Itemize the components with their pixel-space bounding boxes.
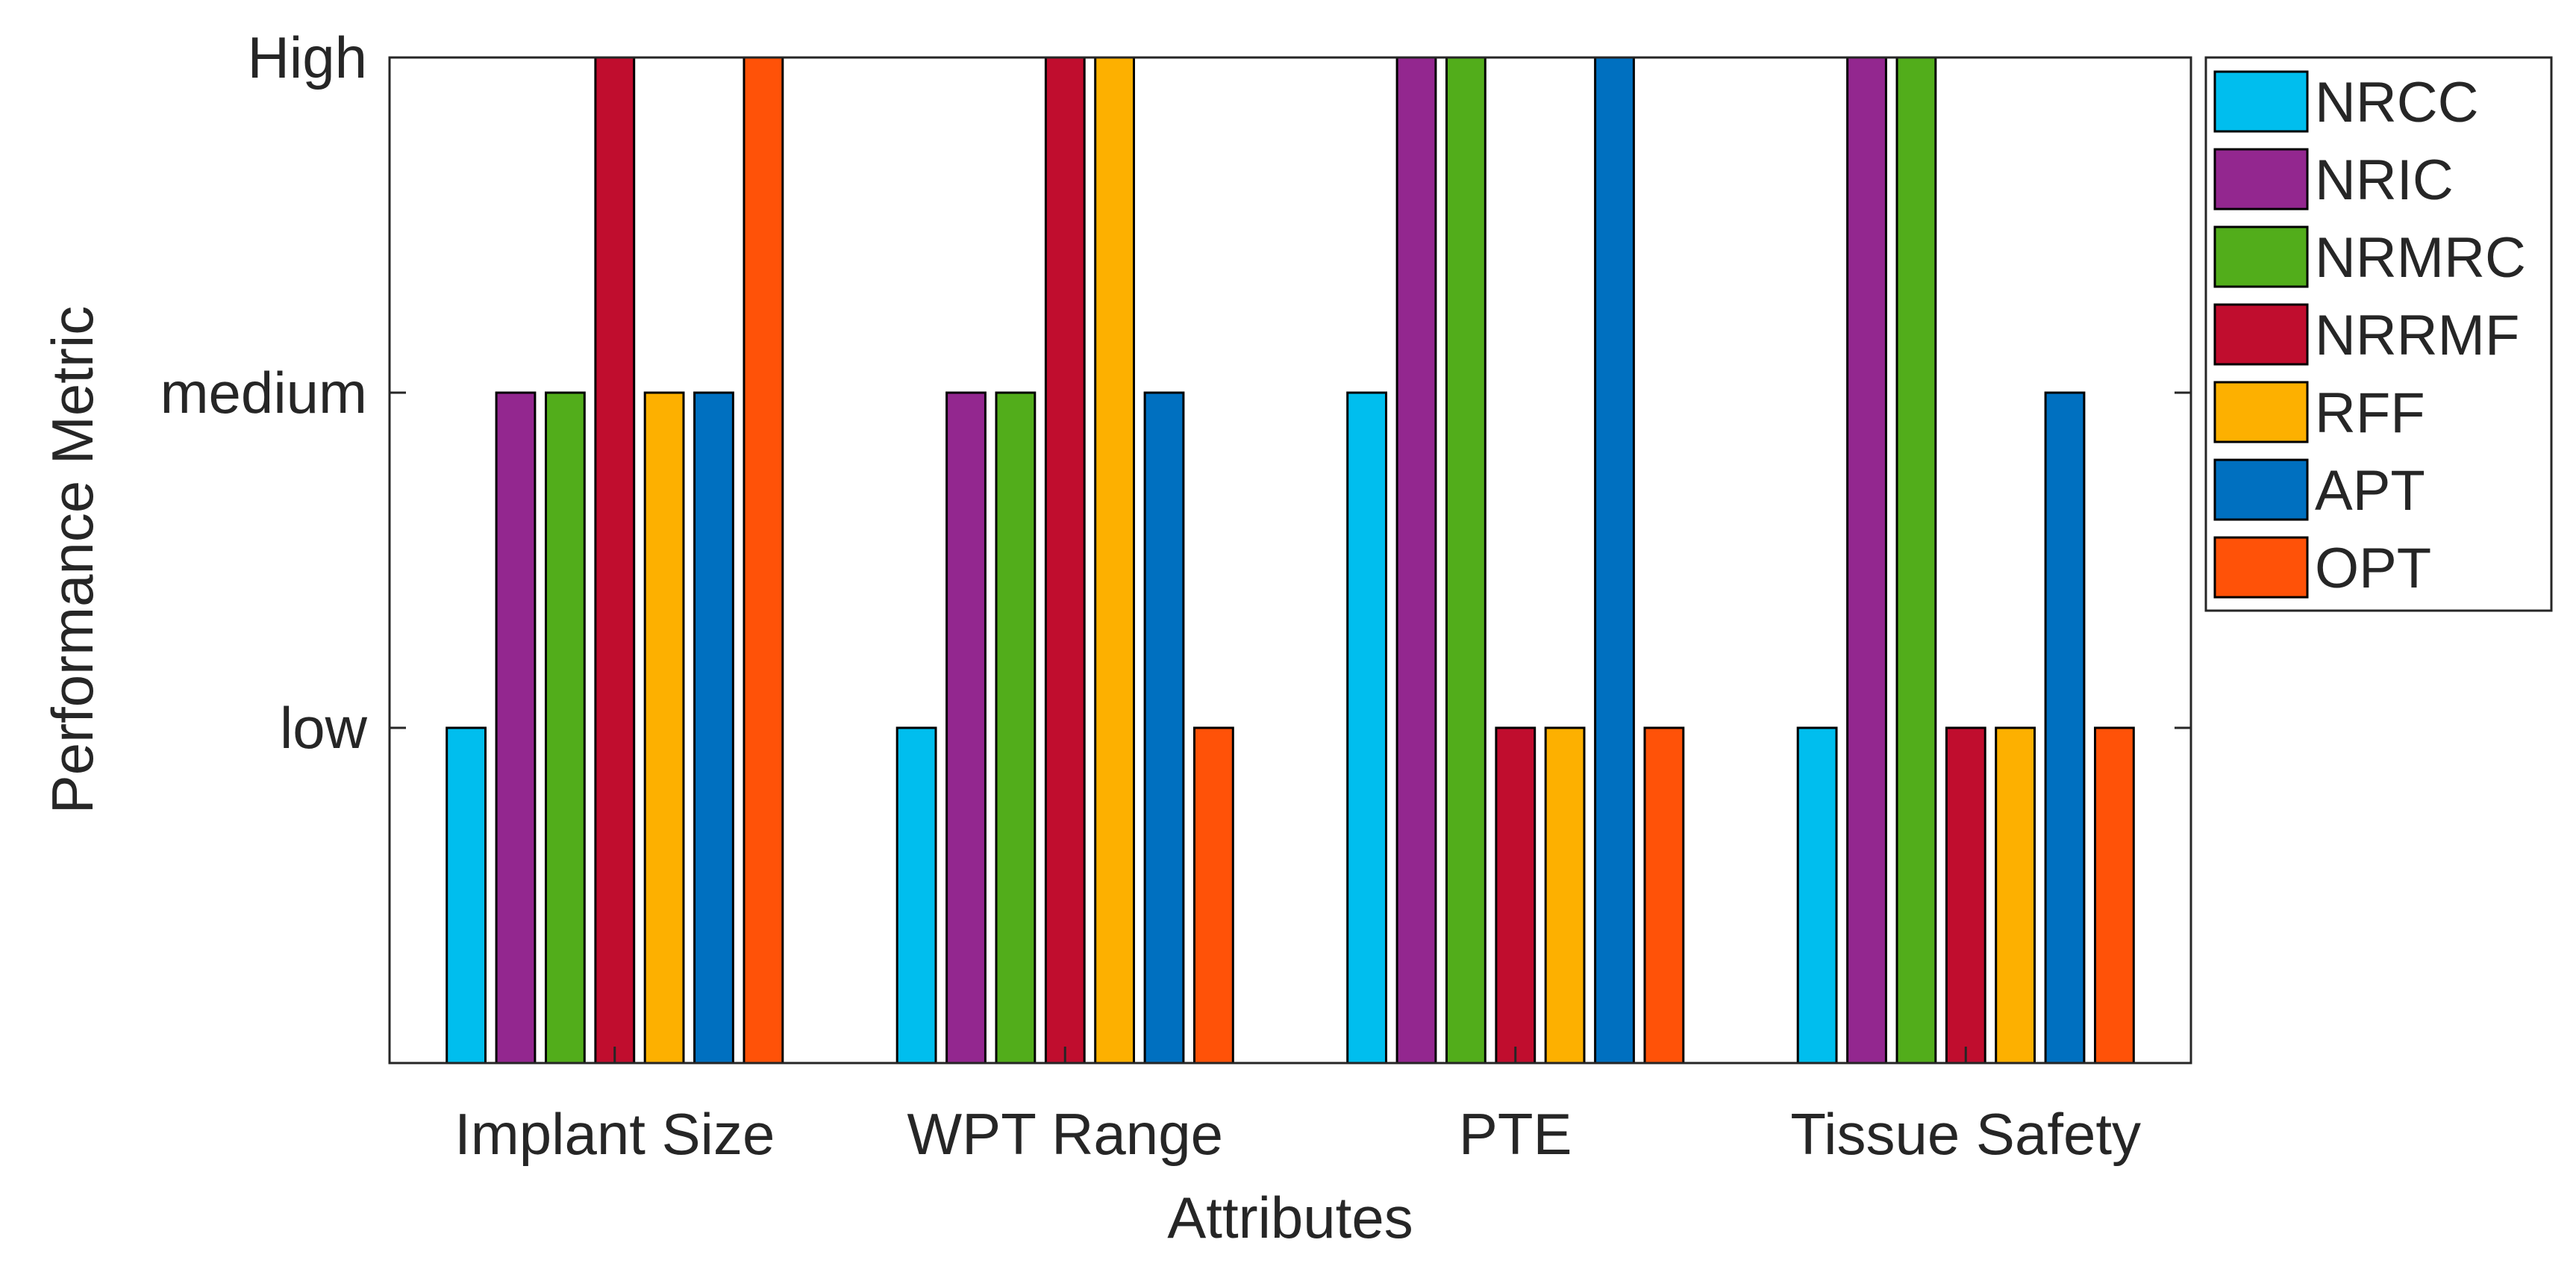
bar-opt-implant-size — [743, 56, 784, 1065]
ticks-layer — [390, 56, 2191, 1063]
labels-layer: low medium High Implant Size WPT Range PTE Tis… — [160, 25, 2141, 1167]
x-tick-label: Implant Size — [454, 1101, 775, 1167]
legend-swatch-opt — [2213, 536, 2309, 599]
legend-swatch-nrcc — [2213, 70, 2309, 133]
legend-swatch-rff — [2213, 381, 2309, 443]
x-tick-label: WPT Range — [907, 1101, 1223, 1167]
bar-opt-tissue-safety — [2094, 726, 2135, 1065]
legend-label-nrmrc: NRMRC — [2315, 226, 2526, 290]
x-axis-label: Attributes — [1167, 1185, 1413, 1250]
bar-nric-pte — [1395, 56, 1437, 1065]
bar-nrmrc-wpt-range — [995, 391, 1037, 1065]
bar-rff-implant-size — [643, 391, 685, 1065]
bar-nrrmf-implant-size — [594, 56, 636, 1065]
y-axis-label: Performance Metric — [40, 306, 105, 814]
bar-nrcc-pte — [1346, 391, 1387, 1065]
legend-label-nric: NRIC — [2315, 149, 2454, 212]
legend-label-rff: RFF — [2315, 381, 2425, 445]
legend-label-nrcc: NRCC — [2315, 71, 2479, 134]
bar-apt-implant-size — [693, 391, 734, 1065]
y-tick-label: medium — [160, 360, 367, 426]
bar-nrcc-implant-size — [446, 726, 487, 1065]
x-tick-label: PTE — [1459, 1101, 1572, 1167]
bar-rff-pte — [1544, 726, 1586, 1065]
bar-apt-pte — [1594, 56, 1635, 1065]
bar-nric-tissue-safety — [1846, 56, 1887, 1065]
legend-swatch-apt — [2213, 458, 2309, 521]
bar-nrcc-tissue-safety — [1796, 726, 1838, 1065]
plot-area — [390, 57, 2191, 1063]
bar-nrmrc-pte — [1445, 56, 1486, 1065]
bar-nrmrc-implant-size — [545, 391, 586, 1065]
bar-opt-wpt-range — [1193, 726, 1234, 1065]
bar-nrrmf-wpt-range — [1044, 56, 1086, 1065]
bar-nrrmf-tissue-safety — [1945, 726, 1986, 1065]
bar-nrcc-wpt-range — [895, 726, 937, 1065]
bar-nrmrc-tissue-safety — [1895, 56, 1937, 1065]
bar-opt-pte — [1643, 726, 1685, 1065]
legend-swatch-nrmrc — [2213, 225, 2309, 288]
legend: NRCC NRIC NRMRC NRRMF RFF APT OPT — [2204, 56, 2553, 612]
bar-apt-wpt-range — [1143, 391, 1185, 1065]
bar-rff-wpt-range — [1094, 56, 1135, 1065]
bar-nric-wpt-range — [945, 391, 987, 1065]
legend-items: NRCC NRIC NRMRC NRRMF RFF APT OPT — [2213, 70, 2526, 600]
y-tick-label: low — [280, 695, 368, 761]
bar-rff-tissue-safety — [1995, 726, 2036, 1065]
bars-layer — [446, 56, 2135, 1065]
y-tick-label: High — [248, 25, 367, 90]
legend-label-nrrmf: NRRMF — [2315, 304, 2519, 367]
bar-nrrmf-pte — [1495, 726, 1536, 1065]
plot-frame — [388, 56, 2192, 1065]
legend-label-apt: APT — [2315, 459, 2425, 523]
x-tick-label: Tissue Safety — [1790, 1101, 2141, 1167]
bar-nric-implant-size — [495, 391, 537, 1065]
legend-swatch-nric — [2213, 148, 2309, 211]
legend-label-opt: OPT — [2315, 537, 2431, 600]
legend-swatch-nrrmf — [2213, 303, 2309, 366]
bar-apt-tissue-safety — [2044, 391, 2086, 1065]
